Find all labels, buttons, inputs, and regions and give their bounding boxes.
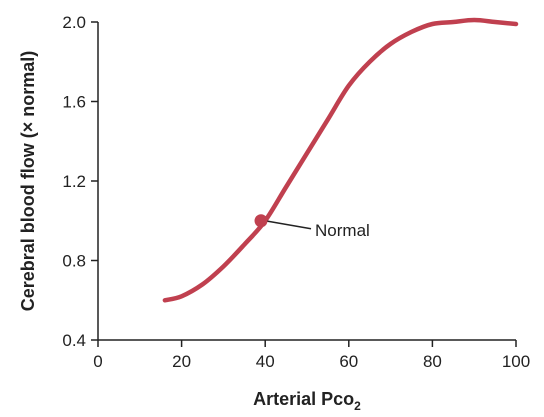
x-axis-title: Arterial Pco2	[253, 389, 361, 413]
normal-annotation-label: Normal	[315, 221, 370, 240]
y-tick-label: 0.4	[62, 331, 86, 350]
series-line	[162, 17, 519, 303]
x-axis-title-text: Arterial Pco	[253, 389, 354, 409]
x-tick-label: 0	[93, 352, 102, 371]
y-tick-label: 2.0	[62, 13, 86, 32]
y-tick-label: 0.8	[62, 252, 86, 271]
annotation-leader-line	[264, 220, 312, 230]
x-tick-label: 100	[502, 352, 530, 371]
x-tick-label: 40	[256, 352, 275, 371]
series-layer	[162, 17, 519, 303]
y-tick-label: 1.2	[62, 172, 86, 191]
x-ticks: 0 20 40 60 80 100	[93, 340, 530, 371]
normal-point-marker	[254, 214, 268, 228]
x-axis-title-subscript: 2	[354, 399, 361, 413]
y-axis-title: Cerebral blood flow (× normal)	[18, 51, 38, 312]
axes	[97, 22, 516, 341]
x-tick-label: 80	[423, 352, 442, 371]
x-tick-label: 60	[339, 352, 358, 371]
x-tick-label: 20	[172, 352, 191, 371]
y-tick-label: 1.6	[62, 93, 86, 112]
annotation-layer: Normal	[254, 214, 370, 240]
y-ticks: 0.4 0.8 1.2 1.6 2.0	[62, 13, 98, 350]
